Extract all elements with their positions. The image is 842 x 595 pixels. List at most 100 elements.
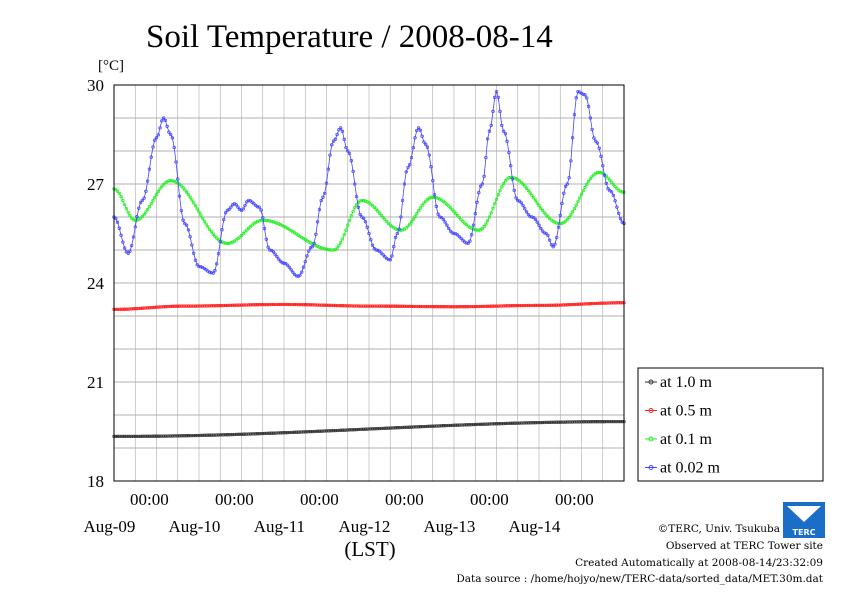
series-point bbox=[183, 188, 187, 192]
series-point bbox=[140, 198, 144, 203]
series-point bbox=[569, 213, 573, 217]
series-point bbox=[521, 421, 525, 425]
series-point bbox=[119, 233, 123, 237]
series-point bbox=[402, 304, 407, 308]
series-point bbox=[156, 305, 160, 309]
series-point bbox=[475, 228, 479, 232]
series-point bbox=[273, 252, 277, 256]
series-point bbox=[542, 303, 546, 308]
series-point bbox=[230, 303, 235, 307]
series-point bbox=[500, 304, 504, 308]
legend: at 1.0 m at 0.5 m at 0.1 m at 0.02 m bbox=[637, 367, 824, 482]
series-point bbox=[236, 432, 240, 437]
series-point bbox=[315, 303, 320, 307]
series-point bbox=[572, 302, 577, 307]
series-point bbox=[578, 420, 582, 424]
series-point bbox=[537, 303, 541, 308]
series-point bbox=[176, 434, 180, 438]
series-point bbox=[542, 231, 546, 235]
series-point bbox=[169, 179, 173, 183]
series-point bbox=[386, 304, 391, 308]
series-point bbox=[485, 137, 490, 141]
series-point bbox=[121, 240, 125, 244]
series-point bbox=[376, 304, 380, 308]
series-point bbox=[331, 428, 336, 433]
series-point bbox=[424, 424, 428, 429]
series-point bbox=[222, 433, 226, 437]
series-point bbox=[347, 151, 352, 156]
series-point bbox=[455, 305, 460, 309]
series-point bbox=[186, 304, 191, 308]
series-line bbox=[113, 90, 625, 277]
series-point bbox=[209, 271, 214, 275]
series-point bbox=[128, 307, 132, 311]
series-point bbox=[408, 304, 412, 309]
series-point bbox=[503, 132, 508, 136]
series-point bbox=[411, 146, 415, 150]
series-layer bbox=[112, 89, 626, 439]
series-point bbox=[374, 304, 378, 308]
series-point bbox=[434, 204, 438, 209]
series-point bbox=[431, 179, 435, 183]
series-point bbox=[549, 420, 554, 424]
series-point bbox=[275, 431, 279, 435]
series-point bbox=[595, 420, 600, 424]
series-point bbox=[567, 303, 571, 307]
series-point bbox=[377, 249, 382, 254]
series-point bbox=[530, 421, 534, 425]
series-point bbox=[588, 116, 593, 120]
series-point bbox=[500, 123, 504, 128]
series-point bbox=[482, 304, 486, 309]
series-point bbox=[131, 434, 136, 439]
series-point bbox=[524, 210, 529, 214]
series-point bbox=[542, 420, 546, 425]
series-point bbox=[599, 171, 603, 175]
y-tick-label: 18 bbox=[87, 472, 104, 491]
series-point bbox=[151, 145, 155, 149]
series-point bbox=[153, 434, 157, 438]
series-point bbox=[496, 95, 500, 100]
series-point bbox=[509, 304, 513, 308]
series-point bbox=[586, 179, 591, 183]
series-point bbox=[229, 205, 233, 209]
series-point bbox=[252, 303, 256, 307]
series-point bbox=[135, 434, 139, 439]
series-point bbox=[280, 302, 284, 307]
series-point bbox=[457, 215, 461, 220]
series-point bbox=[609, 180, 614, 184]
series-point bbox=[301, 430, 306, 434]
series-line bbox=[113, 171, 625, 251]
series-point bbox=[223, 211, 228, 215]
series-point bbox=[356, 304, 361, 308]
series-point bbox=[362, 427, 366, 431]
series-point bbox=[374, 427, 378, 431]
series-point bbox=[238, 303, 242, 307]
series-point bbox=[609, 190, 614, 194]
series-point bbox=[540, 229, 545, 233]
series-point bbox=[429, 165, 433, 169]
series-point bbox=[197, 433, 201, 438]
series-point bbox=[475, 422, 479, 427]
series-point bbox=[404, 304, 408, 309]
series-point bbox=[241, 232, 245, 236]
series-point bbox=[222, 217, 226, 222]
series-point bbox=[485, 304, 490, 308]
series-point bbox=[158, 187, 162, 191]
series-point bbox=[167, 130, 171, 134]
series-point bbox=[462, 423, 467, 427]
series-point bbox=[601, 164, 605, 168]
series-point bbox=[397, 227, 401, 231]
x-tick-date: Aug-14 bbox=[508, 517, 560, 536]
series-point bbox=[275, 302, 279, 307]
series-point bbox=[199, 433, 203, 438]
series-point bbox=[161, 305, 166, 309]
series-point bbox=[431, 195, 435, 199]
series-point bbox=[370, 427, 375, 431]
series-point bbox=[512, 421, 516, 425]
series-point bbox=[438, 215, 442, 219]
series-point bbox=[225, 241, 229, 246]
series-point bbox=[533, 217, 538, 222]
series-point bbox=[406, 224, 410, 228]
series-point bbox=[390, 426, 394, 430]
series-point bbox=[314, 303, 318, 307]
